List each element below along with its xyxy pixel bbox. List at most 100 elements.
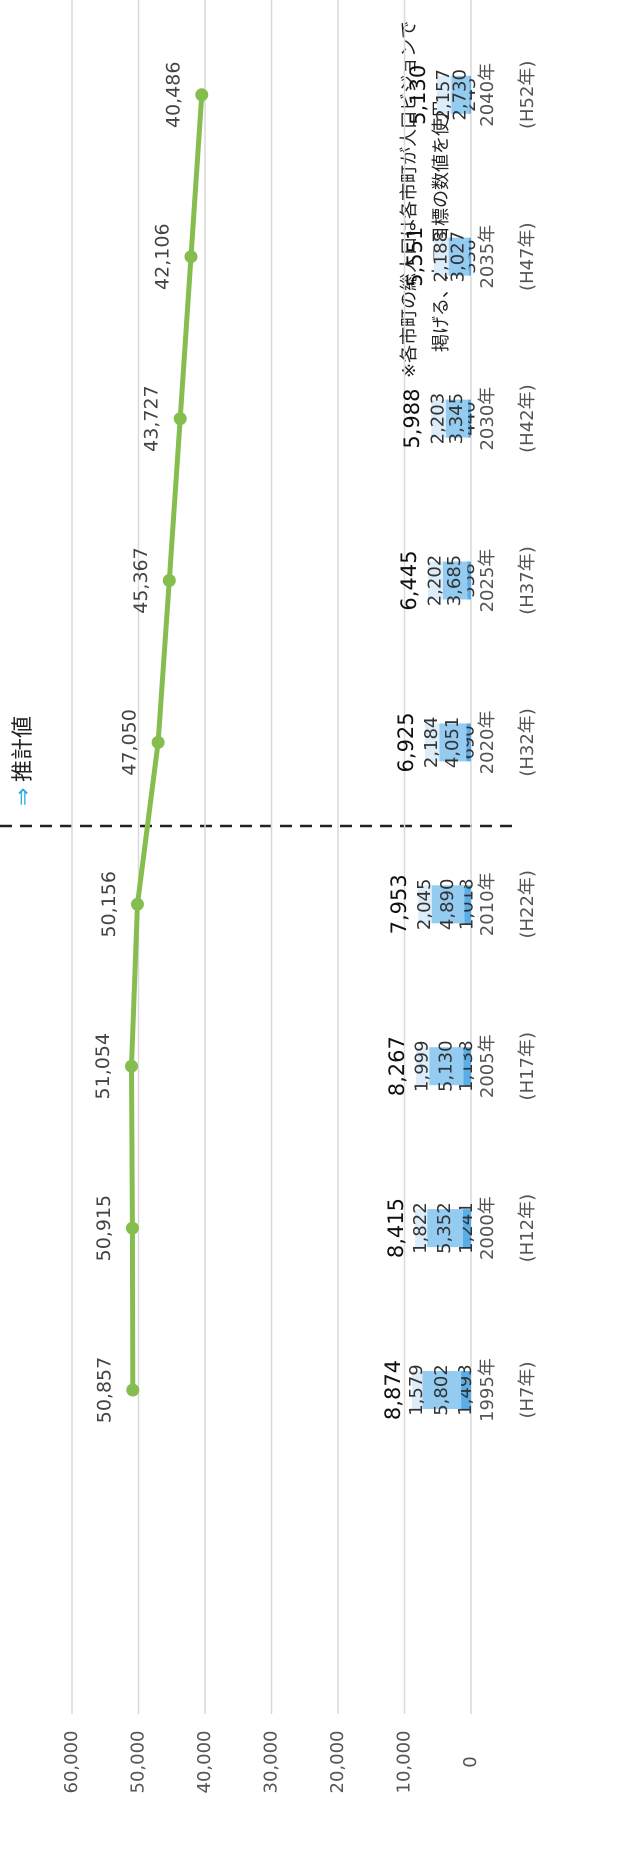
x-tick-sublabel: (H42年): [517, 384, 538, 452]
line-label: 50,857: [93, 1357, 115, 1423]
bar-segment: [461, 1371, 472, 1409]
line-label: 47,050: [119, 709, 141, 775]
bar-label: 5,352: [434, 1202, 455, 1254]
note-line: 掲げる、人口目標の数値を使用: [431, 100, 452, 352]
x-tick-sublabel: (H12年): [517, 1194, 538, 1262]
line-label: 43,727: [141, 385, 163, 451]
bar-segment: [468, 399, 472, 438]
line-label: 50,915: [93, 1195, 115, 1261]
bar-label: 1,999: [412, 1040, 433, 1092]
y-tick-label: 60,000: [61, 1731, 82, 1794]
bar-segment: [436, 75, 452, 114]
bar-segment: [422, 1371, 462, 1409]
bar-label: 5,802: [431, 1364, 452, 1416]
total-label: 8,874: [381, 1360, 405, 1420]
bar-segment: [424, 723, 440, 762]
bar-label: 3,685: [444, 555, 465, 607]
x-tick-sublabel: (H22年): [517, 870, 538, 938]
bar-segment: [428, 561, 443, 600]
forecast-arrow: ⇒: [11, 788, 36, 806]
x-tick-label: 2040年: [477, 63, 498, 127]
bar-segment: [418, 885, 432, 924]
bar-segment: [468, 237, 471, 276]
line-label: 50,156: [98, 871, 120, 937]
total-label: 8,415: [384, 1198, 408, 1258]
x-tick-sublabel: (H47年): [517, 222, 538, 290]
bar-label: 3,345: [446, 393, 467, 445]
x-tick-sublabel: (H32年): [517, 708, 538, 776]
line-point: [195, 88, 209, 102]
bar-segment: [445, 399, 469, 438]
bar-label: 3,027: [448, 231, 469, 283]
x-tick-sublabel: (H7年): [517, 1361, 538, 1418]
x-tick-label: 2030年: [477, 387, 498, 451]
bar-segment: [448, 237, 469, 276]
line-label: 40,486: [162, 62, 184, 128]
bar-segment: [431, 885, 465, 924]
bar-segment: [411, 1371, 423, 1409]
y-tick-label: 10,000: [394, 1731, 415, 1794]
line-point: [126, 1383, 140, 1397]
bar-segment: [469, 75, 472, 114]
bar-label: 5,130: [435, 1040, 456, 1092]
bar-label: 1,579: [406, 1364, 427, 1416]
line-point: [130, 897, 144, 911]
x-tick-sublabel: (H52年): [517, 61, 538, 129]
x-tick-label: 2000年: [477, 1196, 498, 1260]
total-label: 6,445: [397, 550, 421, 610]
y-tick-label: 20,000: [327, 1731, 348, 1794]
bar-segment: [439, 723, 467, 762]
bar-label: 1,822: [410, 1202, 431, 1254]
y-tick-label: 50,000: [128, 1731, 149, 1794]
bar-label: 4,890: [437, 879, 458, 931]
bar-segment: [467, 561, 472, 600]
total-label: 7,953: [387, 874, 411, 934]
line-point: [151, 735, 165, 749]
bar-label: 2,730: [449, 69, 470, 121]
total-label: 5,988: [400, 389, 424, 449]
line-label: 51,054: [92, 1033, 114, 1099]
line-label: 42,106: [151, 223, 173, 289]
line-point: [124, 1059, 138, 1073]
bar-label: 4,051: [442, 717, 463, 769]
total-label: 6,925: [394, 712, 418, 772]
y-tick-label: 30,000: [261, 1731, 282, 1794]
line-point: [125, 1221, 139, 1235]
bar-segment: [442, 561, 468, 600]
bar-segment: [463, 1047, 472, 1086]
forecast-label: 推計値: [11, 716, 36, 782]
bar-segment: [427, 1209, 463, 1248]
y-tick-label: 0: [460, 1756, 481, 1767]
bar-segment: [466, 723, 471, 762]
total-label: 8,267: [385, 1036, 409, 1096]
bar-segment: [429, 1047, 464, 1086]
bar-segment: [462, 1209, 471, 1248]
bar-label: 2,184: [421, 717, 442, 769]
bar-label: 2,157: [433, 69, 454, 121]
line-point: [173, 412, 187, 426]
x-tick-sublabel: (H17年): [517, 1032, 538, 1100]
bar-label: 2,045: [414, 879, 435, 931]
bar-label: 2,203: [428, 393, 449, 445]
bar-segment: [451, 75, 470, 114]
x-tick-label: 2020年: [477, 710, 498, 774]
bar-segment: [464, 885, 471, 924]
bar-label: 2,202: [424, 555, 445, 607]
x-tick-label: 2010年: [477, 872, 498, 936]
bar-segment: [415, 1209, 428, 1248]
line-point: [184, 250, 198, 264]
bar-segment: [416, 1047, 430, 1086]
x-tick-label: 2035年: [477, 225, 498, 289]
bar-segment: [431, 399, 446, 438]
bar-segment: [434, 237, 449, 276]
x-tick-label: 2025年: [477, 549, 498, 613]
x-tick-label: 1995年: [477, 1358, 498, 1422]
total-label: 5,551: [403, 227, 427, 287]
bar-label: 2,188: [430, 231, 451, 283]
line-point: [162, 574, 176, 587]
x-tick-sublabel: (H37年): [517, 546, 538, 614]
y-tick-label: 40,000: [194, 1731, 215, 1794]
line-label: 45,367: [130, 547, 152, 613]
